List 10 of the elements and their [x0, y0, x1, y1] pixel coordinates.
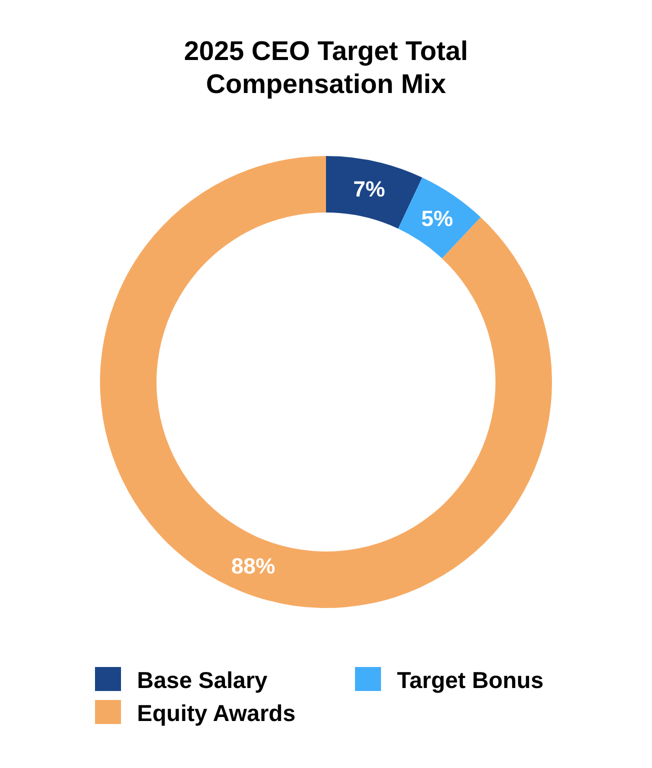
- legend-label: Target Bonus: [397, 667, 544, 693]
- legend-label: Equity Awards: [137, 700, 296, 726]
- legend-label: Base Salary: [137, 667, 268, 693]
- donut-slice: [100, 156, 552, 608]
- data-label: 88%: [231, 553, 276, 578]
- donut-slice: [398, 178, 481, 258]
- data-label: 5%: [421, 206, 454, 231]
- data-label: 7%: [353, 176, 386, 202]
- donut-slice: [326, 156, 422, 229]
- chart-title: 2025 CEO Target Total Compensation Mix: [184, 36, 468, 99]
